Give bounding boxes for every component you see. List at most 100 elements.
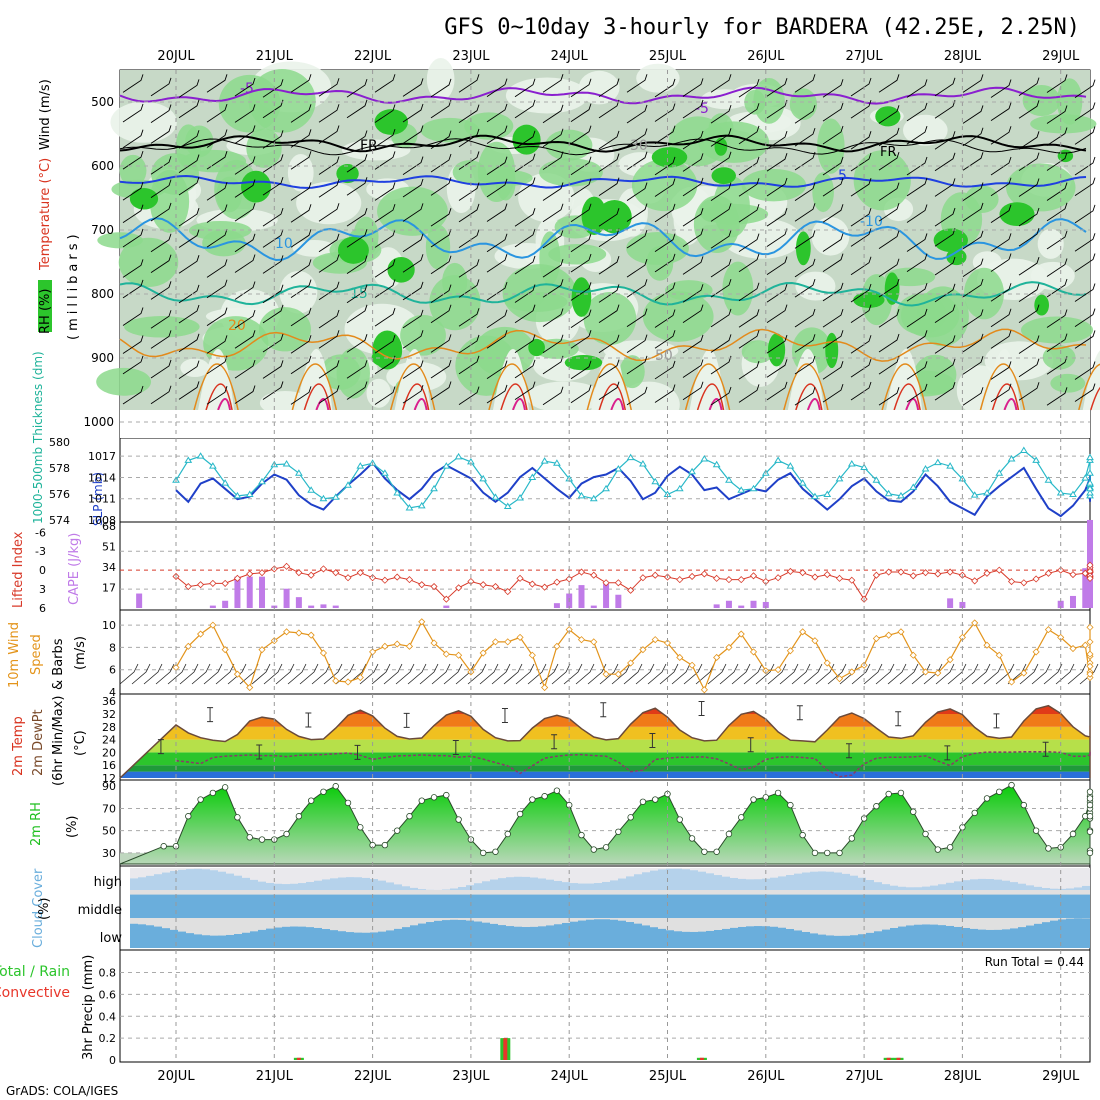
cape-bar [259, 576, 266, 608]
wind-speed-point [1086, 670, 1094, 678]
isotherm-30 [315, 398, 330, 411]
rh-point [725, 830, 733, 838]
surface-wind-barb [827, 663, 847, 685]
cloud-cell [426, 922, 434, 948]
li-point [971, 577, 979, 585]
slp-point [1086, 489, 1094, 496]
minmax-bar [895, 711, 902, 727]
thickness-axis-label: 1000-500mb Thickness (dm) [31, 351, 45, 524]
cloud-cell [642, 894, 650, 918]
rh-saturated-patch [374, 109, 408, 135]
rh-point [602, 844, 610, 851]
cloud-cell [930, 894, 938, 918]
wind-speed-point [799, 628, 807, 636]
cloud-cell [450, 919, 458, 948]
wind-barb [206, 335, 228, 354]
cloud-cell [554, 924, 562, 948]
surface-wind-barb [779, 663, 799, 685]
wind-barb [430, 153, 452, 173]
wind-barb [906, 253, 928, 272]
temp-tick: 12 [102, 772, 116, 785]
precip-tick: 0.2 [99, 1032, 117, 1045]
cloud-cell [194, 894, 202, 918]
rh-ticks: 90 70 50 30 [102, 780, 116, 860]
slp-point [319, 494, 328, 502]
surface-dry-tongue [787, 349, 824, 410]
li-point [1020, 579, 1028, 587]
wind-barb [514, 177, 536, 196]
surface-wind-barb [635, 663, 655, 685]
date-label-bottom: 22JUL [354, 1069, 392, 1084]
rh-point [332, 783, 339, 790]
cloud-cell [370, 932, 378, 948]
slp-point [1019, 446, 1028, 454]
rh-legend-swatch [38, 280, 52, 332]
wind-barb [710, 334, 732, 353]
rh-tick: 30 [102, 847, 116, 860]
cloud-cell [602, 919, 610, 948]
wind-speed-point [651, 636, 659, 644]
isotherm-30 [806, 398, 821, 411]
wind-barb [850, 256, 872, 276]
cloud-cell [378, 894, 386, 918]
cloud-cell [514, 894, 522, 918]
cloud-cell [506, 926, 514, 948]
precip-conv-label: Convective [0, 985, 70, 1001]
cloud-cell [602, 894, 610, 918]
cloud-cell [434, 894, 442, 918]
wind-barb [570, 384, 592, 404]
rh-saturated-patch [795, 231, 811, 266]
rh-point [738, 814, 745, 821]
rh-moist-patch [258, 307, 311, 352]
cloud-cell [314, 927, 322, 948]
date-label-bottom: 21JUL [256, 1069, 294, 1084]
isotherm-25 [696, 383, 725, 411]
cloud-cell [442, 894, 450, 918]
wind-barb [738, 360, 760, 380]
wind-barb [290, 307, 312, 327]
wind-barb [626, 355, 648, 375]
precip-total-label: Total / Rain [0, 964, 70, 980]
wind-barb [1018, 100, 1040, 119]
wind-barb [374, 104, 396, 123]
rh-point [811, 849, 819, 857]
li-tick: -3 [35, 545, 46, 558]
cloud-cell [674, 894, 682, 918]
cloud-cell [482, 922, 490, 948]
contour-label: 20 [228, 318, 246, 334]
cape-bar [443, 605, 450, 608]
cloud-cell [882, 929, 890, 948]
wind-barb [990, 253, 1012, 272]
rh-moist-patch [722, 261, 754, 316]
wind-barb [1046, 258, 1068, 277]
contour-label: 50 [655, 348, 673, 364]
wind-barb [458, 279, 480, 298]
wind-barb [654, 156, 676, 176]
cloud-cell [138, 924, 146, 948]
rh-saturated-patch [1034, 294, 1050, 316]
wind-barb [850, 99, 872, 119]
slp-point [344, 481, 352, 488]
surface-wind-barb [1043, 663, 1063, 685]
wind-barb [738, 282, 760, 302]
wind-barb [990, 156, 1012, 176]
rh-pale-patch [526, 381, 604, 413]
wind-speed-point [786, 647, 794, 655]
cloud-cell [826, 935, 834, 948]
cloud-cell [490, 894, 498, 918]
wind-speed-point [1086, 623, 1094, 631]
cloud-cell [210, 894, 218, 918]
precip-tick: 0.4 [99, 1010, 117, 1023]
li-point [209, 579, 217, 587]
surface-wind-barb [575, 663, 595, 685]
rh-saturated-patch [571, 277, 592, 317]
rh-legend-label: RH (%) [38, 289, 53, 334]
wind-barb [122, 259, 144, 278]
wind-speed-point [319, 649, 328, 657]
wind-barb [570, 233, 592, 253]
wind-barb [738, 103, 760, 122]
isotherm-25 [303, 383, 332, 411]
wind-barb [290, 74, 312, 93]
rh-moist-patch [701, 203, 769, 225]
thickness-tick: 580 [49, 436, 70, 449]
